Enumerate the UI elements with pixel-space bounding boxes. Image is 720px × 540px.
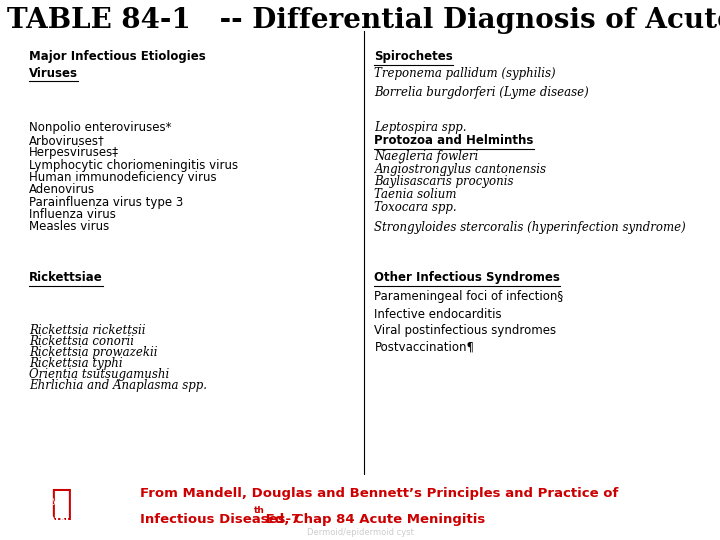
Text: Herpesviruses‡: Herpesviruses‡ <box>29 146 119 159</box>
Text: Rickettsia prowazekii: Rickettsia prowazekii <box>29 346 157 359</box>
Text: Viruses: Viruses <box>29 66 78 79</box>
Text: Treponema pallidum (syphilis): Treponema pallidum (syphilis) <box>374 66 556 79</box>
Text: Parameningeal foci of infection§: Parameningeal foci of infection§ <box>374 290 564 303</box>
Text: Infective endocarditis: Infective endocarditis <box>374 308 502 321</box>
Text: Rickettsia typhi: Rickettsia typhi <box>29 357 122 370</box>
Text: Protozoa and Helminths: Protozoa and Helminths <box>374 134 534 147</box>
Text: Other Infectious Syndromes: Other Infectious Syndromes <box>374 271 560 284</box>
Text: From Mandell, Douglas and Bennett’s Principles and Practice of: From Mandell, Douglas and Bennett’s Prin… <box>140 487 618 500</box>
Text: Angiostrongylus cantonensis: Angiostrongylus cantonensis <box>374 163 546 176</box>
Text: Nonpolio enteroviruses*: Nonpolio enteroviruses* <box>29 121 171 134</box>
Text: Measles virus: Measles virus <box>29 220 109 233</box>
Text: Viral postinfectious syndromes: Viral postinfectious syndromes <box>374 324 557 337</box>
Text: Ⓤ: Ⓤ <box>50 487 72 521</box>
Text: Ed, Chap 84 Acute Meningitis: Ed, Chap 84 Acute Meningitis <box>261 513 485 526</box>
Text: Ehrlichia and Anaplasma spp.: Ehrlichia and Anaplasma spp. <box>29 379 207 392</box>
Text: TABLE 84-1   -- Differential Diagnosis of Acute Meningitis: TABLE 84-1 -- Differential Diagnosis of … <box>7 7 720 34</box>
Text: Taenia solium: Taenia solium <box>374 188 457 201</box>
Text: Lymphocytic choriomeningitis virus: Lymphocytic choriomeningitis virus <box>29 159 238 172</box>
Text: Major Infectious Etiologies: Major Infectious Etiologies <box>29 50 205 63</box>
Text: Rickettsiae: Rickettsiae <box>29 271 102 284</box>
Text: Human immunodeficiency virus: Human immunodeficiency virus <box>29 171 217 184</box>
Text: Dermoid/epidermoid cyst: Dermoid/epidermoid cyst <box>307 529 413 537</box>
Text: Rickettsia rickettsii: Rickettsia rickettsii <box>29 324 145 337</box>
Text: Adenovirus: Adenovirus <box>29 184 95 197</box>
Text: Spirochetes: Spirochetes <box>374 50 453 63</box>
Text: Borrelia burgdorferi (Lyme disease): Borrelia burgdorferi (Lyme disease) <box>374 85 589 98</box>
Text: Arboviruses†: Arboviruses† <box>29 134 104 147</box>
Text: CINCINNATI: CINCINNATI <box>13 515 90 528</box>
Text: Baylisascaris procyonis: Baylisascaris procyonis <box>374 176 514 188</box>
Text: Parainfluenza virus type 3: Parainfluenza virus type 3 <box>29 196 183 209</box>
Text: Toxocara spp.: Toxocara spp. <box>374 201 457 214</box>
Text: Orientia tsutsugamushi: Orientia tsutsugamushi <box>29 368 169 381</box>
Text: Leptospira spp.: Leptospira spp. <box>374 121 467 134</box>
Text: Postvaccination¶: Postvaccination¶ <box>374 340 474 353</box>
Text: Infectious Diseases-7: Infectious Diseases-7 <box>140 513 301 526</box>
Text: Influenza virus: Influenza virus <box>29 208 116 221</box>
Text: Strongyloides stercoralis (hyperinfection syndrome): Strongyloides stercoralis (hyperinfectio… <box>374 221 686 234</box>
Text: University of: University of <box>18 496 67 505</box>
Text: Naegleria fowleri: Naegleria fowleri <box>374 150 479 163</box>
Text: th: th <box>253 507 264 515</box>
Text: Rickettsia conorii: Rickettsia conorii <box>29 335 134 348</box>
